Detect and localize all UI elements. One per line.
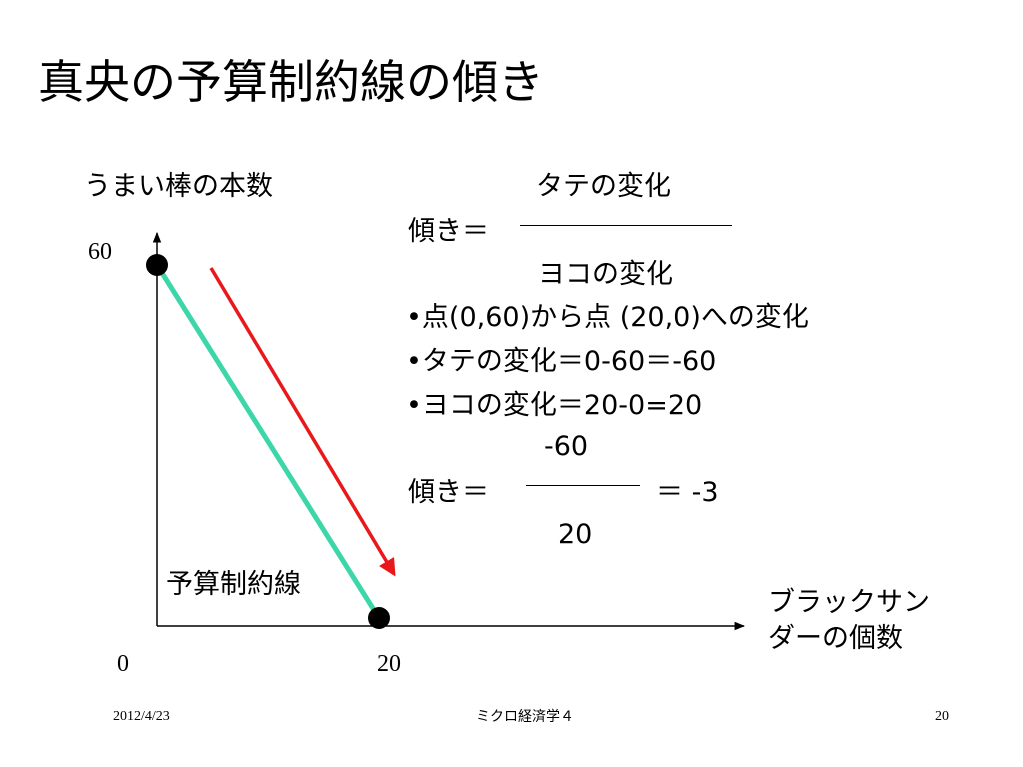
budget-constraint-line xyxy=(154,263,382,620)
budget-line-label: 予算制約線 xyxy=(166,569,301,600)
result-denominator: 20 xyxy=(558,519,593,550)
result-equals: ＝ -3 xyxy=(656,477,719,508)
result-fraction-bar xyxy=(526,485,640,486)
x-tick-20: 20 xyxy=(377,651,401,677)
y-tick-60: 60 xyxy=(88,239,112,265)
x-axis-label-line2: ダーの個数 xyxy=(768,623,903,654)
formula-fraction-bar xyxy=(520,225,732,226)
x-axis-label-line1: ブラックサン xyxy=(768,587,930,618)
x-tick-0: 0 xyxy=(117,651,129,677)
slide-title: 真央の予算制約線の傾き xyxy=(38,55,544,109)
direction-arrow xyxy=(209,267,396,577)
result-lhs: 傾き＝ xyxy=(408,477,489,508)
formula-lhs: 傾き＝ xyxy=(408,216,489,247)
point-end xyxy=(368,607,390,629)
footer-date: 2012/4/23 xyxy=(113,709,170,724)
footer-page-number: 20 xyxy=(935,709,949,724)
bullet-1: •点(0,60)から点 (20,0)への変化 xyxy=(406,302,809,333)
bullet-2: •タテの変化＝0-60＝-60 xyxy=(406,346,717,377)
result-numerator: -60 xyxy=(544,431,589,462)
bullet-3: •ヨコの変化＝20-0=20 xyxy=(406,390,703,421)
footer-course: ミクロ経済学４ xyxy=(476,709,574,725)
y-axis-label: うまい棒の本数 xyxy=(84,171,273,202)
formula-denominator: ヨコの変化 xyxy=(538,259,673,290)
point-start xyxy=(146,254,168,276)
formula-numerator: タテの変化 xyxy=(536,171,671,202)
